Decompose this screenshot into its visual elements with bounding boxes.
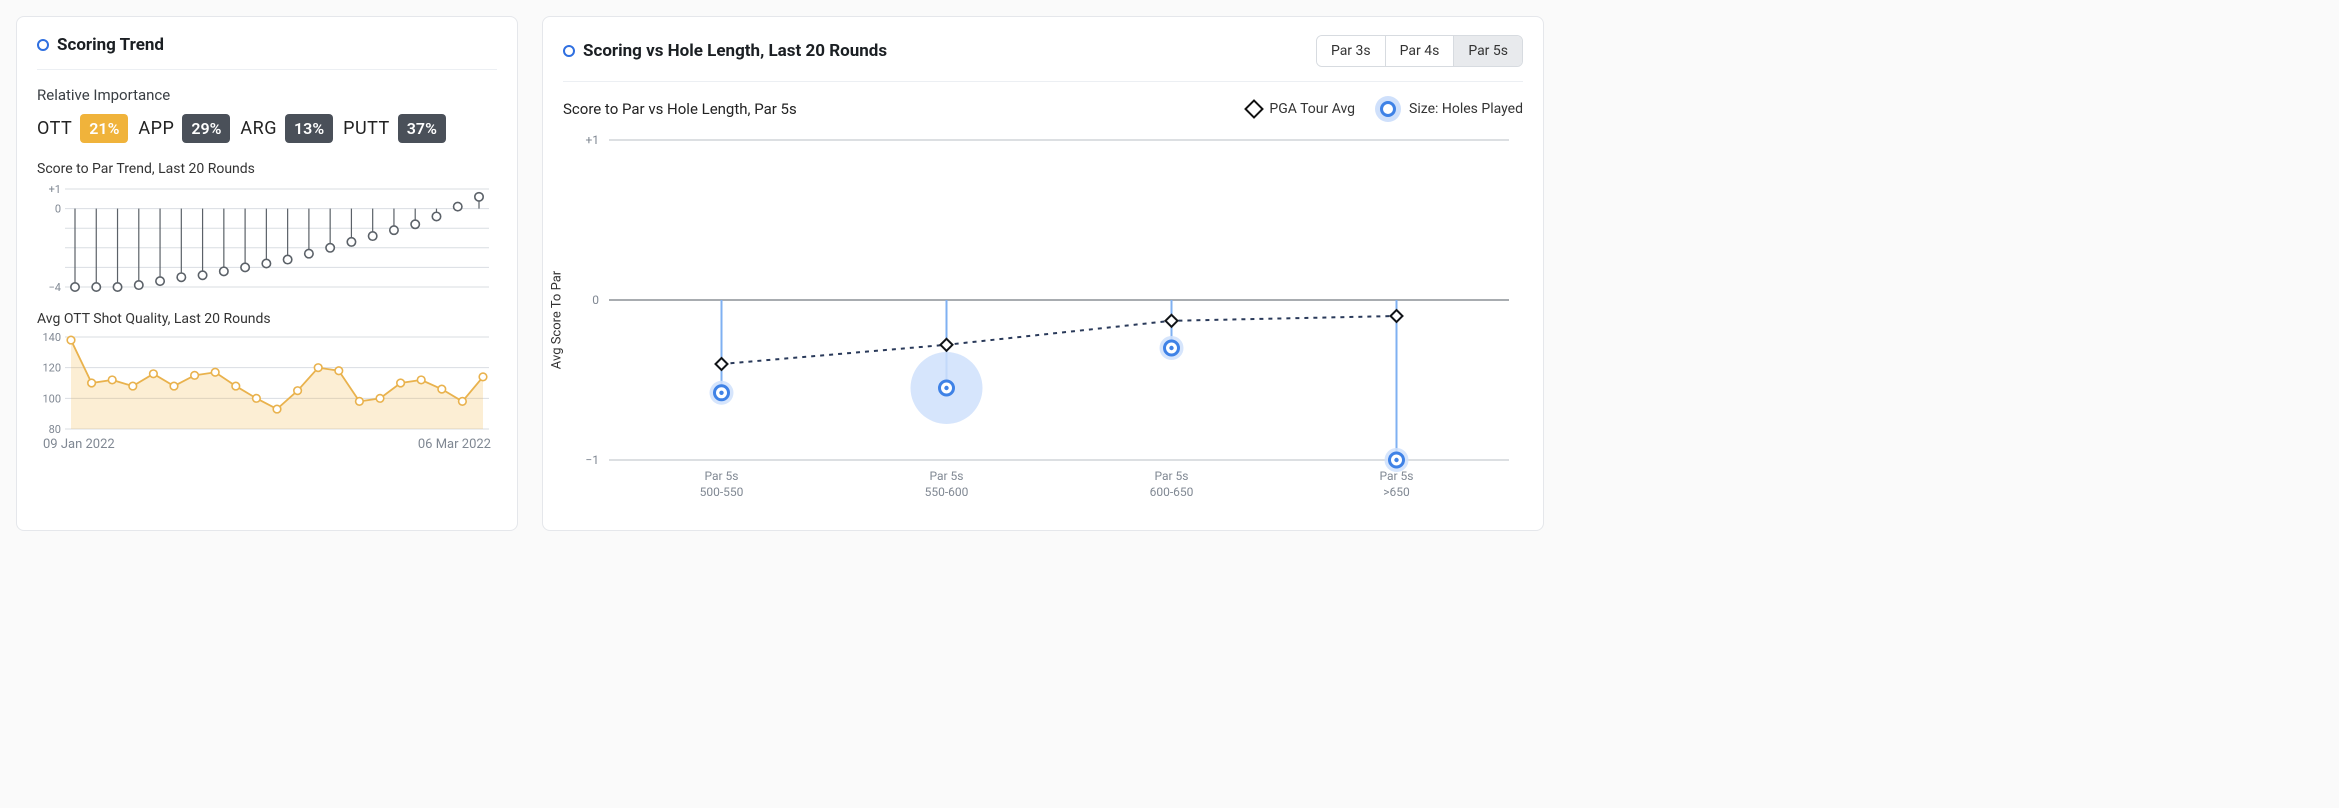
relative-importance-row: OTT 21% APP 29% ARG 13% PUTT 37% bbox=[37, 114, 497, 143]
importance-badge: 29% bbox=[182, 114, 230, 143]
chart-legend: PGA Tour Avg Size: Holes Played bbox=[1247, 96, 1523, 122]
date-end: 06 Mar 2022 bbox=[418, 437, 491, 452]
svg-text:80: 80 bbox=[49, 423, 61, 433]
svg-text:−4: −4 bbox=[49, 281, 61, 293]
score-trend-chart: +1 0 −4 bbox=[37, 183, 497, 293]
card-title: Scoring vs Hole Length, Last 20 Rounds bbox=[583, 41, 887, 61]
importance-badge: 21% bbox=[80, 114, 128, 143]
importance-label: OTT bbox=[37, 118, 72, 139]
importance-badge: 13% bbox=[285, 114, 333, 143]
bullet-icon bbox=[563, 45, 575, 57]
score-trend-title: Score to Par Trend, Last 20 Rounds bbox=[37, 161, 497, 177]
svg-text:Par 5s: Par 5s bbox=[929, 469, 963, 483]
date-range: 09 Jan 2022 06 Mar 2022 bbox=[37, 437, 497, 452]
legend-pga-label: PGA Tour Avg bbox=[1269, 101, 1355, 117]
tab-par-3s[interactable]: Par 3s bbox=[1317, 36, 1386, 66]
importance-item: PUTT 37% bbox=[343, 114, 446, 143]
card-title: Scoring Trend bbox=[57, 35, 164, 55]
legend-size-label: Size: Holes Played bbox=[1409, 101, 1523, 117]
importance-item: OTT 21% bbox=[37, 114, 128, 143]
ott-quality-chart: 140 120 100 80 bbox=[37, 333, 497, 433]
card-header: Scoring vs Hole Length, Last 20 Rounds P… bbox=[563, 35, 1523, 82]
importance-label: ARG bbox=[240, 118, 277, 139]
bubble-icon bbox=[1375, 96, 1401, 122]
svg-text:−1: −1 bbox=[585, 453, 599, 467]
tab-par-5s[interactable]: Par 5s bbox=[1454, 36, 1522, 66]
ott-quality-title: Avg OTT Shot Quality, Last 20 Rounds bbox=[37, 311, 497, 327]
svg-text:>650: >650 bbox=[1383, 485, 1410, 499]
legend-pga: PGA Tour Avg bbox=[1247, 101, 1355, 117]
score-vs-length-chart: +1 0 −1 Par 5s 500-550 Par 5s 550-600 Par 5s 600… bbox=[563, 130, 1523, 510]
par-tabs: Par 3sPar 4sPar 5s bbox=[1316, 35, 1523, 67]
svg-text:Par 5s: Par 5s bbox=[1379, 469, 1413, 483]
legend-size: Size: Holes Played bbox=[1375, 96, 1523, 122]
svg-text:500-550: 500-550 bbox=[700, 485, 744, 499]
subtitle: Score to Par vs Hole Length, Par 5s bbox=[563, 100, 797, 118]
svg-text:+1: +1 bbox=[49, 183, 61, 196]
svg-text:0: 0 bbox=[592, 293, 599, 307]
svg-text:+1: +1 bbox=[585, 133, 599, 147]
svg-text:600-650: 600-650 bbox=[1150, 485, 1194, 499]
card-header: Scoring Trend bbox=[37, 35, 497, 70]
importance-badge: 37% bbox=[398, 114, 446, 143]
importance-label: APP bbox=[138, 118, 174, 139]
date-start: 09 Jan 2022 bbox=[43, 437, 115, 452]
svg-text:Par 5s: Par 5s bbox=[704, 469, 738, 483]
importance-label: PUTT bbox=[343, 118, 390, 139]
scoring-vs-length-card: Scoring vs Hole Length, Last 20 Rounds P… bbox=[542, 16, 1544, 531]
svg-text:550-600: 550-600 bbox=[925, 485, 969, 499]
bullet-icon bbox=[37, 39, 49, 51]
svg-text:120: 120 bbox=[42, 362, 61, 375]
svg-text:140: 140 bbox=[42, 333, 61, 344]
y-axis-label: Avg Score To Par bbox=[550, 271, 565, 369]
scoring-trend-card: Scoring Trend Relative Importance OTT 21%… bbox=[16, 16, 518, 531]
relative-importance-label: Relative Importance bbox=[37, 86, 497, 104]
importance-item: APP 29% bbox=[138, 114, 230, 143]
diamond-icon bbox=[1245, 99, 1265, 119]
svg-text:100: 100 bbox=[42, 392, 61, 405]
svg-text:0: 0 bbox=[55, 203, 61, 216]
importance-item: ARG 13% bbox=[240, 114, 333, 143]
tab-par-4s[interactable]: Par 4s bbox=[1386, 36, 1455, 66]
svg-text:Par 5s: Par 5s bbox=[1154, 469, 1188, 483]
